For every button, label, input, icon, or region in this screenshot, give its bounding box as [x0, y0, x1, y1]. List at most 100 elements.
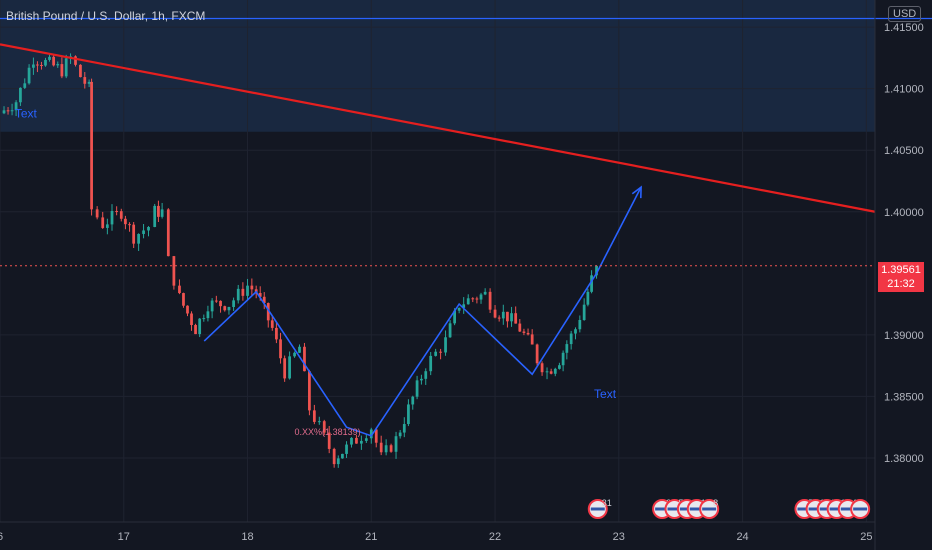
- candle-body: [312, 410, 316, 422]
- candle-body: [497, 317, 501, 319]
- y-tick-label: 1.38000: [884, 453, 924, 465]
- candle-body: [83, 77, 87, 84]
- candle-body: [142, 230, 145, 234]
- candle-body: [379, 442, 383, 453]
- currency-selector[interactable]: USD: [888, 6, 922, 22]
- candle-body: [202, 318, 206, 320]
- candle-body: [389, 445, 393, 452]
- candle-body: [52, 56, 56, 66]
- candle-body: [219, 300, 222, 307]
- candle-body: [115, 210, 119, 212]
- candle-body: [514, 313, 518, 324]
- pattern-line[interactable]: [203, 186, 642, 437]
- x-tick-label: 18: [241, 531, 253, 543]
- y-tick-label: 1.41000: [884, 84, 924, 96]
- candle-body: [545, 371, 549, 373]
- candle-body: [595, 265, 598, 276]
- candle-body: [74, 56, 77, 65]
- candle-body: [270, 320, 274, 328]
- candle-body: [535, 344, 539, 364]
- candle-body: [132, 224, 136, 244]
- symbol-title[interactable]: British Pound / U.S. Dollar, 1h, FXCM: [6, 9, 206, 23]
- candle-body: [236, 288, 240, 301]
- candle-body: [565, 344, 569, 353]
- candle-body: [227, 306, 231, 311]
- candle-body: [298, 346, 301, 353]
- candle-body: [124, 218, 127, 225]
- candle-body: [258, 293, 262, 297]
- candle-body: [522, 331, 526, 333]
- candle-body: [374, 429, 378, 443]
- candle-body: [586, 291, 590, 305]
- candle-body: [198, 318, 202, 335]
- candle-body: [488, 291, 492, 310]
- annotation-text: Text: [15, 106, 38, 120]
- candle-body: [262, 296, 266, 304]
- candle-body: [561, 352, 565, 366]
- last-price-value: 1.39561: [881, 264, 921, 276]
- y-tick-label: 1.40500: [884, 145, 924, 157]
- candle-body: [471, 298, 475, 300]
- candle-body: [206, 311, 210, 319]
- event-count: 31: [602, 498, 612, 508]
- candle-body: [549, 371, 553, 374]
- candle-body: [466, 298, 470, 305]
- candle-body: [369, 429, 373, 439]
- candle-body: [194, 325, 197, 335]
- candle-body: [166, 209, 170, 257]
- candle-body: [402, 424, 406, 433]
- candle-body: [160, 209, 164, 217]
- trendline[interactable]: [0, 43, 876, 213]
- candle-body: [10, 110, 14, 112]
- candle-body: [250, 285, 254, 290]
- candle-body: [27, 67, 31, 84]
- candle-body: [36, 64, 39, 66]
- resistance-zone: [0, 0, 875, 132]
- candle-body: [322, 421, 326, 433]
- x-tick-label: 22: [489, 531, 501, 543]
- candle-body: [448, 323, 452, 338]
- candle-body: [119, 211, 123, 219]
- candle-body: [506, 311, 509, 322]
- last-price-badge: 1.39561 21:32: [878, 262, 924, 292]
- candle-body: [411, 396, 415, 405]
- candle-body: [479, 294, 483, 300]
- y-tick-label: 1.41500: [884, 22, 924, 34]
- candle-body: [341, 453, 344, 459]
- annotation-text: Text: [594, 387, 617, 401]
- y-tick-label: 1.39000: [884, 330, 924, 342]
- x-tick-label: 24: [736, 531, 748, 543]
- candle-body: [128, 224, 131, 226]
- candle-body: [540, 363, 544, 373]
- event-count: 8: [713, 498, 718, 508]
- candle-body: [526, 332, 530, 335]
- candle-body: [56, 64, 60, 66]
- candle-body: [32, 64, 35, 68]
- candle-body: [453, 310, 457, 324]
- candle-body: [190, 313, 193, 326]
- candle-body: [153, 205, 157, 227]
- candle-body: [186, 305, 189, 314]
- y-tick-label: 1.38500: [884, 391, 924, 403]
- candle-body: [288, 356, 291, 379]
- candle-body: [336, 458, 340, 465]
- candle-body: [137, 233, 140, 244]
- candle-body: [279, 339, 282, 359]
- candle-body: [415, 380, 419, 397]
- candle-body: [6, 110, 10, 112]
- candle-body: [64, 58, 68, 77]
- candle-body: [475, 298, 479, 300]
- candle-body: [364, 438, 368, 441]
- candle-body: [558, 365, 561, 369]
- candle-body: [424, 371, 428, 379]
- candle-body: [429, 355, 433, 372]
- candle-body: [44, 59, 47, 66]
- x-tick-label: 17: [118, 531, 130, 543]
- candle-body: [384, 445, 388, 453]
- annotation-text: 0.XX%(1.38139): [295, 427, 361, 437]
- candle-body: [582, 304, 586, 321]
- candle-body: [293, 352, 296, 357]
- candle-body: [275, 327, 278, 340]
- candle-body: [182, 293, 185, 306]
